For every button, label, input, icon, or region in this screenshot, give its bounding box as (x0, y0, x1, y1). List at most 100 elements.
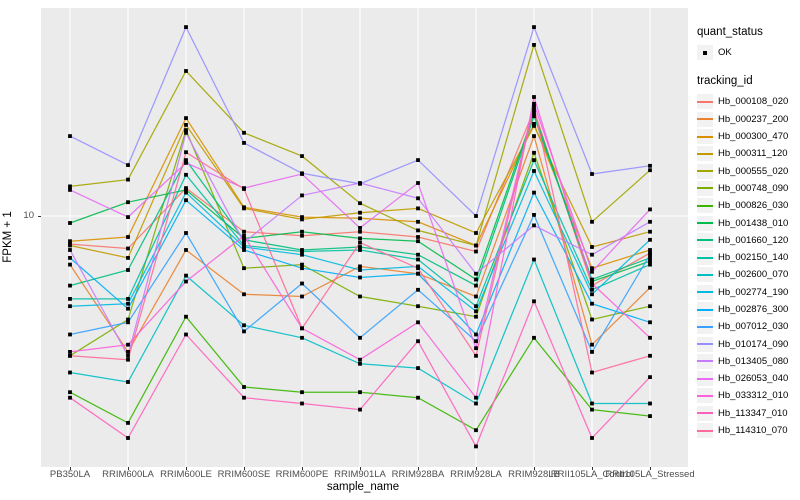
data-point (474, 401, 478, 406)
x-tick-label: RRIM600SE (217, 469, 271, 480)
data-point (416, 287, 420, 292)
legend-item: Hb_002600_070 (697, 266, 797, 283)
data-point (474, 304, 478, 309)
data-point (242, 395, 246, 400)
legend-color-key (697, 388, 713, 404)
data-point (184, 273, 188, 278)
data-point (416, 304, 420, 309)
data-point (68, 239, 72, 244)
data-point (532, 299, 536, 304)
data-point (242, 187, 246, 191)
legend-item-label: Hb_000311_120 (718, 148, 788, 160)
data-point (68, 184, 72, 189)
legend-item: Hb_000748_090 (697, 180, 797, 197)
legend-color-key (697, 423, 713, 439)
data-point (590, 292, 594, 297)
data-point (126, 256, 130, 260)
data-point (300, 193, 304, 198)
data-point (474, 332, 478, 337)
data-point (532, 111, 536, 115)
data-point (648, 262, 652, 267)
data-point (126, 200, 130, 205)
data-point (184, 161, 188, 165)
legend-color-key (697, 353, 713, 369)
legend-color-key (697, 232, 713, 248)
y-tick-mark (38, 216, 41, 217)
black-square-marker-icon (703, 50, 707, 55)
legend-item: Hb_033312_010 (697, 387, 797, 404)
data-point (184, 198, 188, 203)
x-tick-label: RRIM600LE (160, 469, 212, 480)
data-point (474, 395, 478, 400)
data-point (242, 130, 246, 135)
data-point (184, 172, 188, 177)
data-point (68, 134, 72, 138)
legend-item: Hb_000555_020 (697, 162, 797, 179)
data-point (242, 206, 246, 211)
data-point (590, 269, 594, 274)
data-point (532, 158, 536, 162)
legend-item: Hb_013405_080 (697, 353, 797, 370)
series-line-swatch-icon (697, 343, 713, 346)
legend-item-label: Hb_113347_010 (718, 407, 788, 419)
data-point (358, 294, 362, 299)
data-point (416, 252, 420, 257)
data-point (358, 357, 362, 362)
data-point (590, 252, 594, 257)
legend: quant_status OK tracking_id Hb_000108_02… (697, 26, 797, 439)
data-point (358, 236, 362, 241)
data-point (358, 229, 362, 234)
data-point (184, 150, 188, 155)
data-point (126, 350, 130, 354)
series-line-swatch-icon (697, 377, 713, 380)
data-point (648, 353, 652, 358)
data-point (300, 401, 304, 406)
data-point (648, 320, 652, 325)
data-point (126, 353, 130, 358)
data-point (532, 104, 536, 109)
tracking-id-items: Hb_000108_020 Hb_000237_200 Hb_000300_470 H… (697, 93, 797, 439)
legend-item-label: OK (718, 47, 732, 59)
legend-item: Hb_000826_030 (697, 197, 797, 214)
legend-color-key (697, 163, 713, 179)
data-point (648, 414, 652, 418)
data-point (532, 43, 536, 47)
data-point (184, 130, 188, 135)
data-point (358, 264, 362, 269)
legend-item-label: Hb_033312_010 (718, 390, 789, 402)
data-point (68, 395, 72, 400)
legend-item-label: Hb_000237_200 (718, 113, 789, 125)
data-point (590, 172, 594, 176)
x-tick-label: RRIM600PE (275, 469, 329, 480)
data-point (68, 188, 72, 192)
series-line-swatch-icon (697, 308, 713, 311)
data-point (126, 215, 130, 219)
data-point (474, 314, 478, 319)
data-point (474, 214, 478, 218)
data-point (300, 172, 304, 176)
data-point (474, 231, 478, 235)
data-point (590, 370, 594, 375)
series-line-swatch-icon (697, 118, 713, 121)
data-point (242, 266, 246, 271)
legend-color-key (697, 215, 713, 231)
data-point (300, 262, 304, 267)
data-point (68, 221, 72, 225)
data-point (358, 268, 362, 272)
x-tick-label: PB350LA (49, 469, 91, 480)
legend-item-label: Hb_114310_070 (718, 425, 788, 437)
data-point (648, 259, 652, 264)
data-point (126, 320, 130, 325)
data-point (532, 169, 536, 173)
x-tick-mark (418, 467, 419, 470)
data-point (358, 245, 362, 249)
data-point (590, 436, 594, 440)
data-point (358, 201, 362, 206)
y-tick-label: 10 (23, 210, 34, 221)
series-line-swatch-icon (697, 412, 713, 415)
data-point (416, 266, 420, 271)
data-point (416, 228, 420, 233)
data-point (416, 366, 420, 370)
series-line-swatch-icon (697, 222, 713, 225)
